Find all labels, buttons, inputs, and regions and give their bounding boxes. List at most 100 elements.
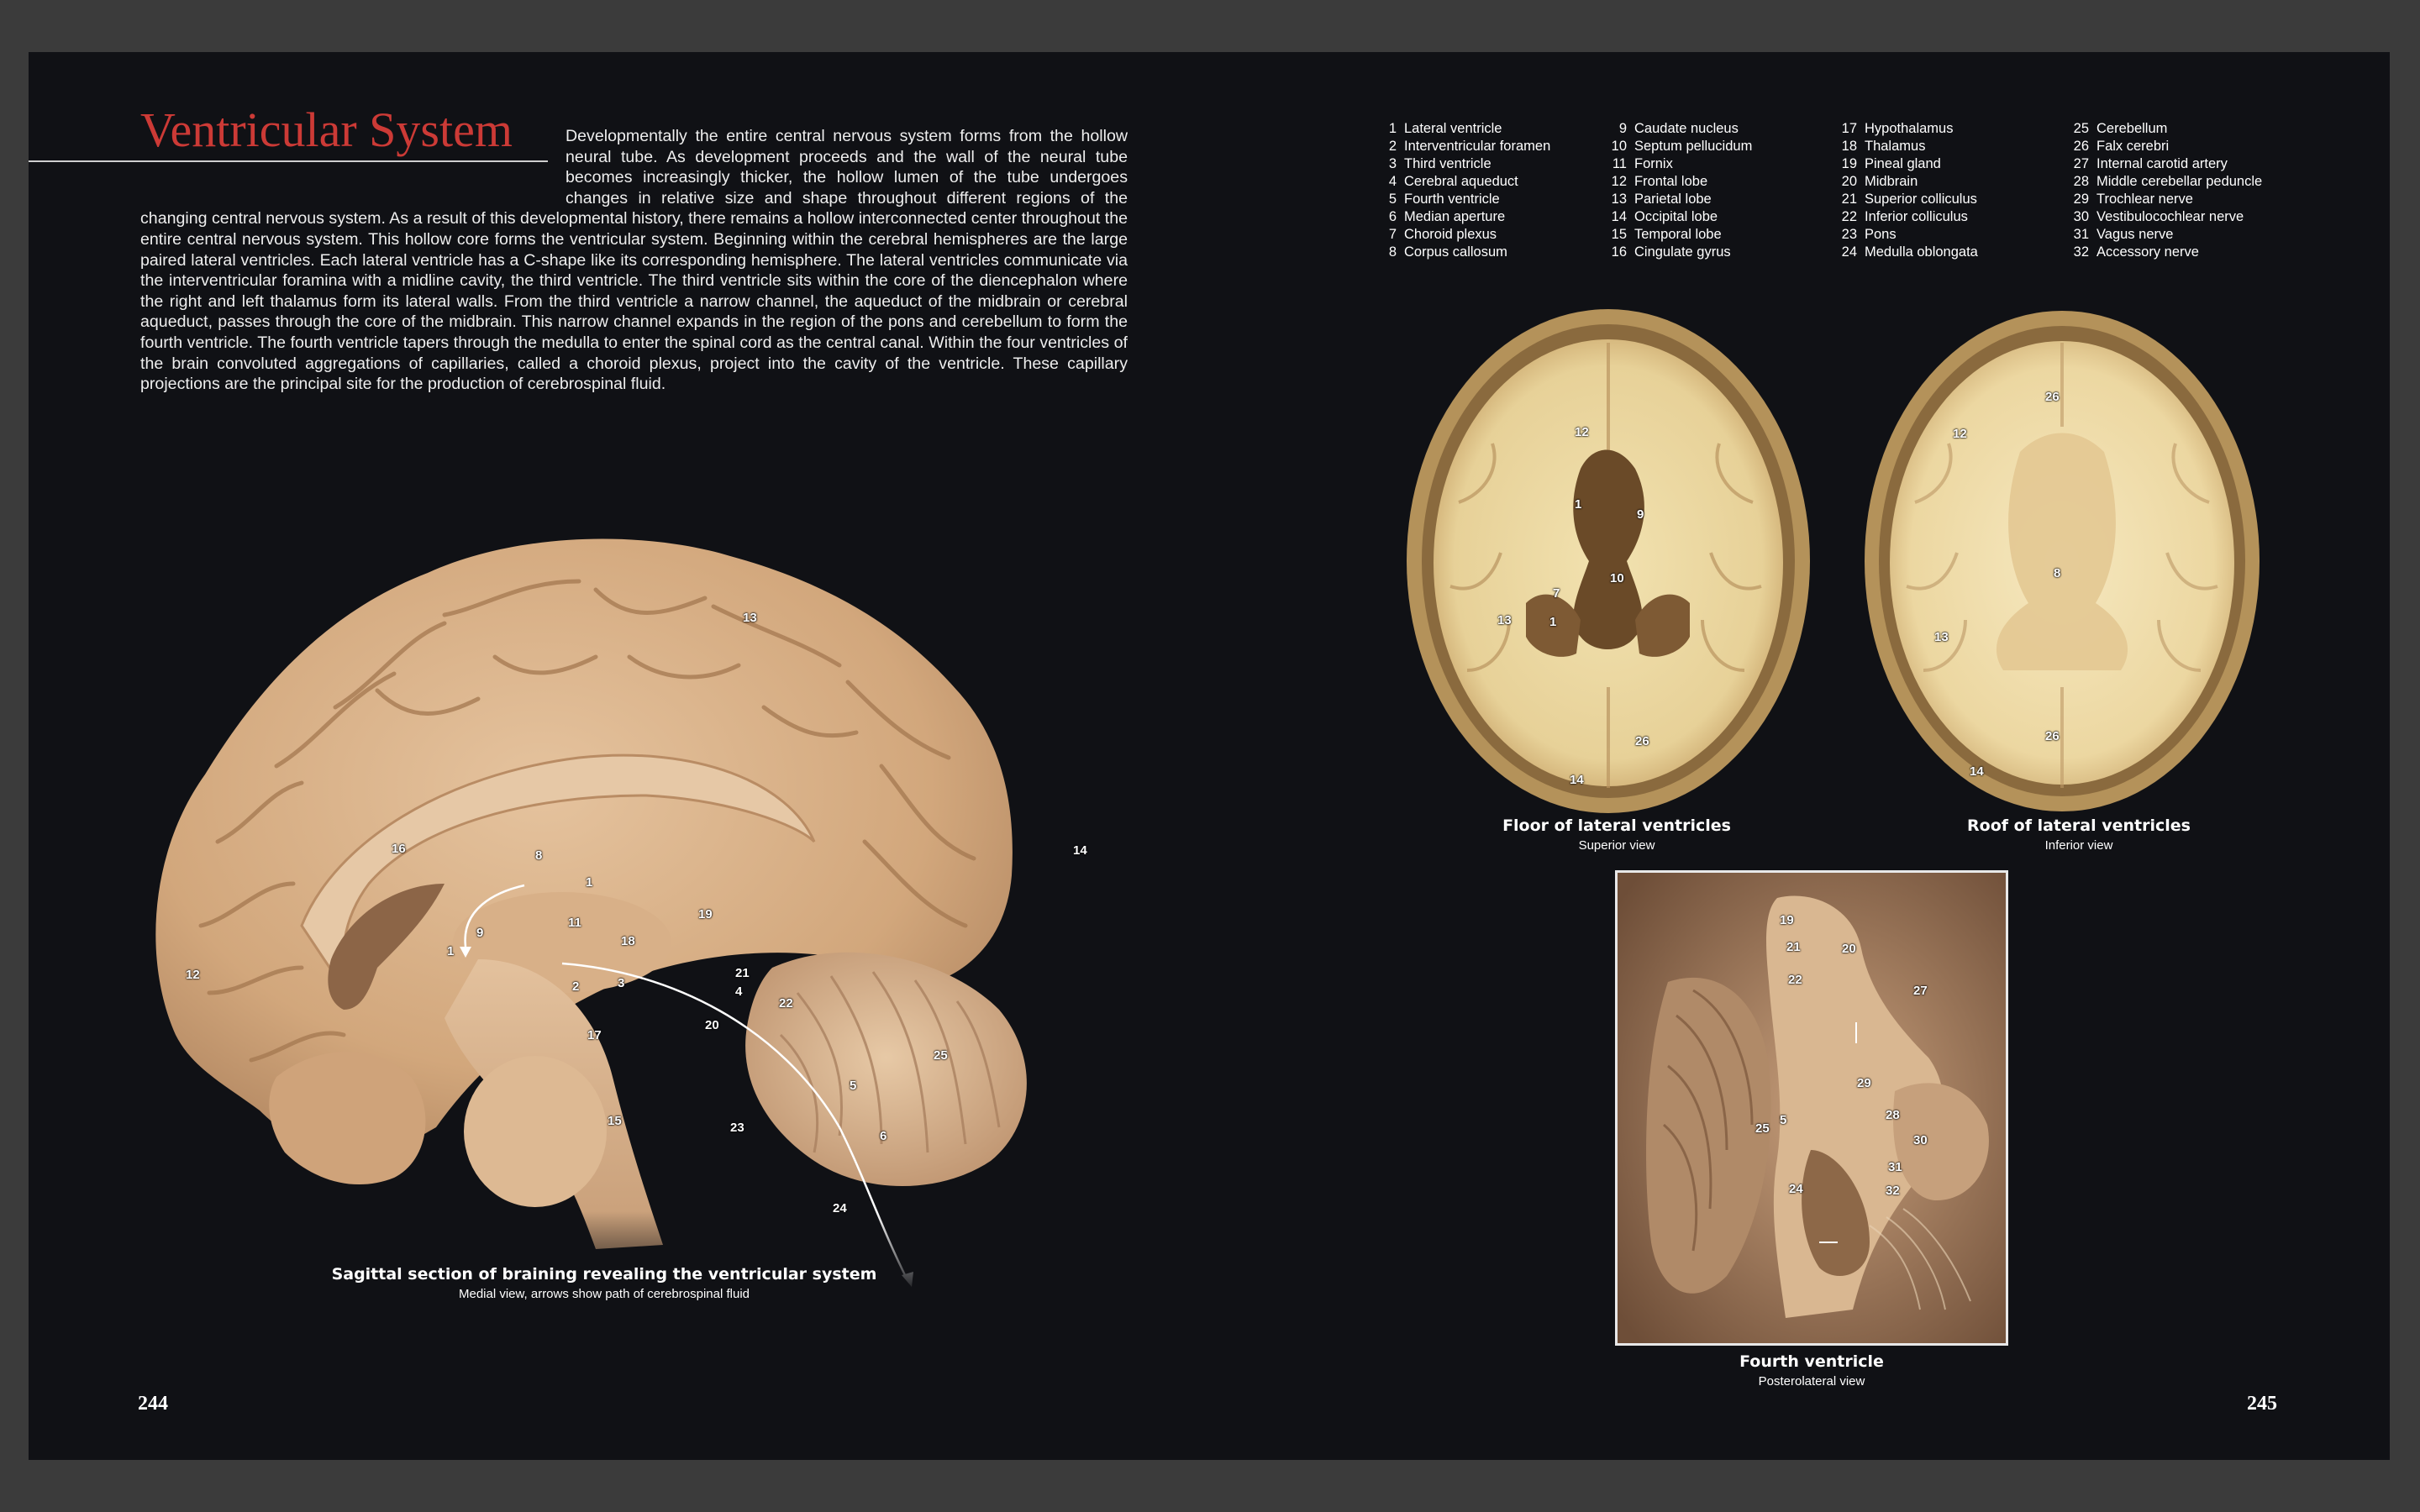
legend-item: 9 Caudate nucleus: [1607, 121, 1838, 139]
legend-item: 18 Thalamus: [1838, 139, 2070, 156]
legend-number: 16: [1611, 244, 1627, 260]
roof-callout-label: 12: [1953, 427, 1967, 441]
floor-callout-label: 7: [1553, 586, 1560, 601]
legend-label: Fornix: [1634, 156, 1673, 171]
fourth-callout-label: 28: [1886, 1108, 1900, 1122]
legend-label: Superior colliculus: [1865, 192, 1977, 207]
legend-label: Internal carotid artery: [2096, 156, 2228, 171]
sagittal-caption: Sagittal section of braining revealing t…: [272, 1265, 936, 1301]
sagittal-callout-label: 9: [476, 926, 484, 940]
legend-item: 32 Accessory nerve: [2070, 244, 2322, 262]
title-rule: [29, 160, 548, 162]
legend-item: 2 Interventricular foramen: [1377, 139, 1607, 156]
fourth-callout-label: 19: [1780, 913, 1794, 927]
sagittal-callout-label: 3: [618, 976, 625, 990]
legend-number: 12: [1611, 174, 1627, 189]
legend-number: 10: [1611, 139, 1627, 154]
legend-item: 1 Lateral ventricle: [1377, 121, 1607, 139]
legend-item: 4 Cerebral aqueduct: [1377, 174, 1607, 192]
legend-label: Occipital lobe: [1634, 209, 1718, 224]
legend-item: 24 Medulla oblongata: [1838, 244, 2070, 262]
floor-caption-subtitle: Superior view: [1578, 838, 1655, 853]
page-title: Ventricular System: [140, 102, 513, 157]
legend-label: Caudate nucleus: [1634, 121, 1739, 136]
sagittal-callout-label: 14: [1073, 843, 1087, 858]
roof-callout-label: 26: [2045, 390, 2060, 404]
legend-number: 18: [1841, 139, 1857, 154]
legend-number: 3: [1388, 156, 1397, 171]
sagittal-callout-label: 1: [447, 944, 455, 958]
legend-item: 12 Frontal lobe: [1607, 174, 1838, 192]
title-spacer: [140, 126, 566, 190]
legend-number: 26: [2073, 139, 2089, 154]
sagittal-callout-label: 13: [743, 611, 757, 625]
legend-label: Falx cerebri: [2096, 139, 2170, 154]
sagittal-brain-photo: 13 16 8 14 1 19 11 9 18 1 12 21 2 3 4 22 20 17 25 5 15 23 6 24: [125, 489, 1159, 1295]
legend-item: 23 Pons: [1838, 227, 2070, 244]
sagittal-callout-label: 6: [880, 1129, 887, 1143]
legend-label: Cingulate gyrus: [1634, 244, 1731, 260]
legend-label: Interventricular foramen: [1404, 139, 1551, 154]
legend-item: 13 Parietal lobe: [1607, 192, 1838, 209]
legend-label: Vestibulocochlear nerve: [2096, 209, 2244, 224]
fourth-callout-label: 30: [1913, 1133, 1928, 1147]
roof-callout-label: 14: [1970, 764, 1984, 779]
legend-number: 6: [1388, 209, 1397, 224]
floor-caption: Floor of lateral ventricles Superior vie…: [1440, 816, 1793, 853]
legend-item: 5 Fourth ventricle: [1377, 192, 1607, 209]
legend-number: 31: [2073, 227, 2089, 242]
sagittal-callout-label: 17: [587, 1028, 602, 1042]
legend-number: 11: [1612, 156, 1627, 171]
floor-callout-label: 13: [1497, 613, 1512, 627]
sagittal-callout-label: 20: [705, 1018, 719, 1032]
intro-paragraph: Developmentally the entire central nervo…: [140, 127, 1128, 394]
legend-number: 19: [1841, 156, 1857, 171]
roof-lateral-ventricles-photo: 26 12 8 13 26 14: [1844, 284, 2281, 838]
sagittal-callout-label: 11: [568, 916, 581, 930]
legend-number: 30: [2073, 209, 2089, 224]
legend-number: 20: [1841, 174, 1857, 189]
legend-number: 7: [1388, 227, 1397, 242]
legend-item: 28 Middle cerebellar peduncle: [2070, 174, 2322, 192]
legend-label: Third ventricle: [1404, 156, 1491, 171]
sagittal-callout-label: 8: [535, 848, 543, 863]
legend-label: Middle cerebellar peduncle: [2096, 174, 2263, 189]
legend-item: 25 Cerebellum: [2070, 121, 2322, 139]
fourth-callout-label: 20: [1842, 942, 1856, 956]
sagittal-callout-label: 21: [735, 966, 750, 980]
fourth-callout-label: 31: [1888, 1160, 1902, 1174]
legend-item: 30 Vestibulocochlear nerve: [2070, 209, 2322, 227]
legend-label: Lateral ventricle: [1404, 121, 1502, 136]
fourth-callout-label: 27: [1913, 984, 1928, 998]
legend-item: 15 Temporal lobe: [1607, 227, 1838, 244]
floor-callout-label: 9: [1637, 507, 1644, 522]
legend-number: 4: [1388, 174, 1397, 189]
legend-label: Medulla oblongata: [1865, 244, 1978, 260]
book-spread: Ventricular System Developmentally the e…: [29, 52, 2390, 1460]
sagittal-callout-label: 4: [735, 984, 743, 999]
sagittal-callout-label: 1: [586, 875, 593, 890]
roof-callout-label: 8: [2054, 566, 2061, 580]
sagittal-callout-label: 16: [392, 842, 406, 856]
legend-item: 31 Vagus nerve: [2070, 227, 2322, 244]
legend-number: 24: [1841, 244, 1857, 260]
structure-legend: 1 Lateral ventricle 2 Interventricular fora…: [1377, 121, 2352, 272]
page-number-left: 244: [138, 1393, 168, 1415]
legend-item: 16 Cingulate gyrus: [1607, 244, 1838, 262]
fourth-callout-label: 5: [1780, 1113, 1787, 1127]
legend-item: 8 Corpus callosum: [1377, 244, 1607, 262]
legend-label: Parietal lobe: [1634, 192, 1712, 207]
fourth-callout-label: 29: [1857, 1076, 1871, 1090]
legend-item: 14 Occipital lobe: [1607, 209, 1838, 227]
floor-callout-label: 26: [1635, 734, 1649, 748]
fourth-caption-subtitle: Posterolateral view: [1758, 1374, 1865, 1389]
fourth-callout-label: 25: [1755, 1121, 1770, 1136]
legend-item: 29 Trochlear nerve: [2070, 192, 2322, 209]
legend-label: Thalamus: [1865, 139, 1926, 154]
fourth-caption: Fourth ventricle Posterolateral view: [1635, 1352, 1988, 1389]
roof-callout-label: 13: [1934, 630, 1949, 644]
legend-item: 19 Pineal gland: [1838, 156, 2070, 174]
sagittal-caption-title: Sagittal section of braining revealing t…: [331, 1265, 877, 1284]
fourth-callout-label: 32: [1886, 1184, 1900, 1198]
sagittal-callout-label: 15: [608, 1114, 622, 1128]
